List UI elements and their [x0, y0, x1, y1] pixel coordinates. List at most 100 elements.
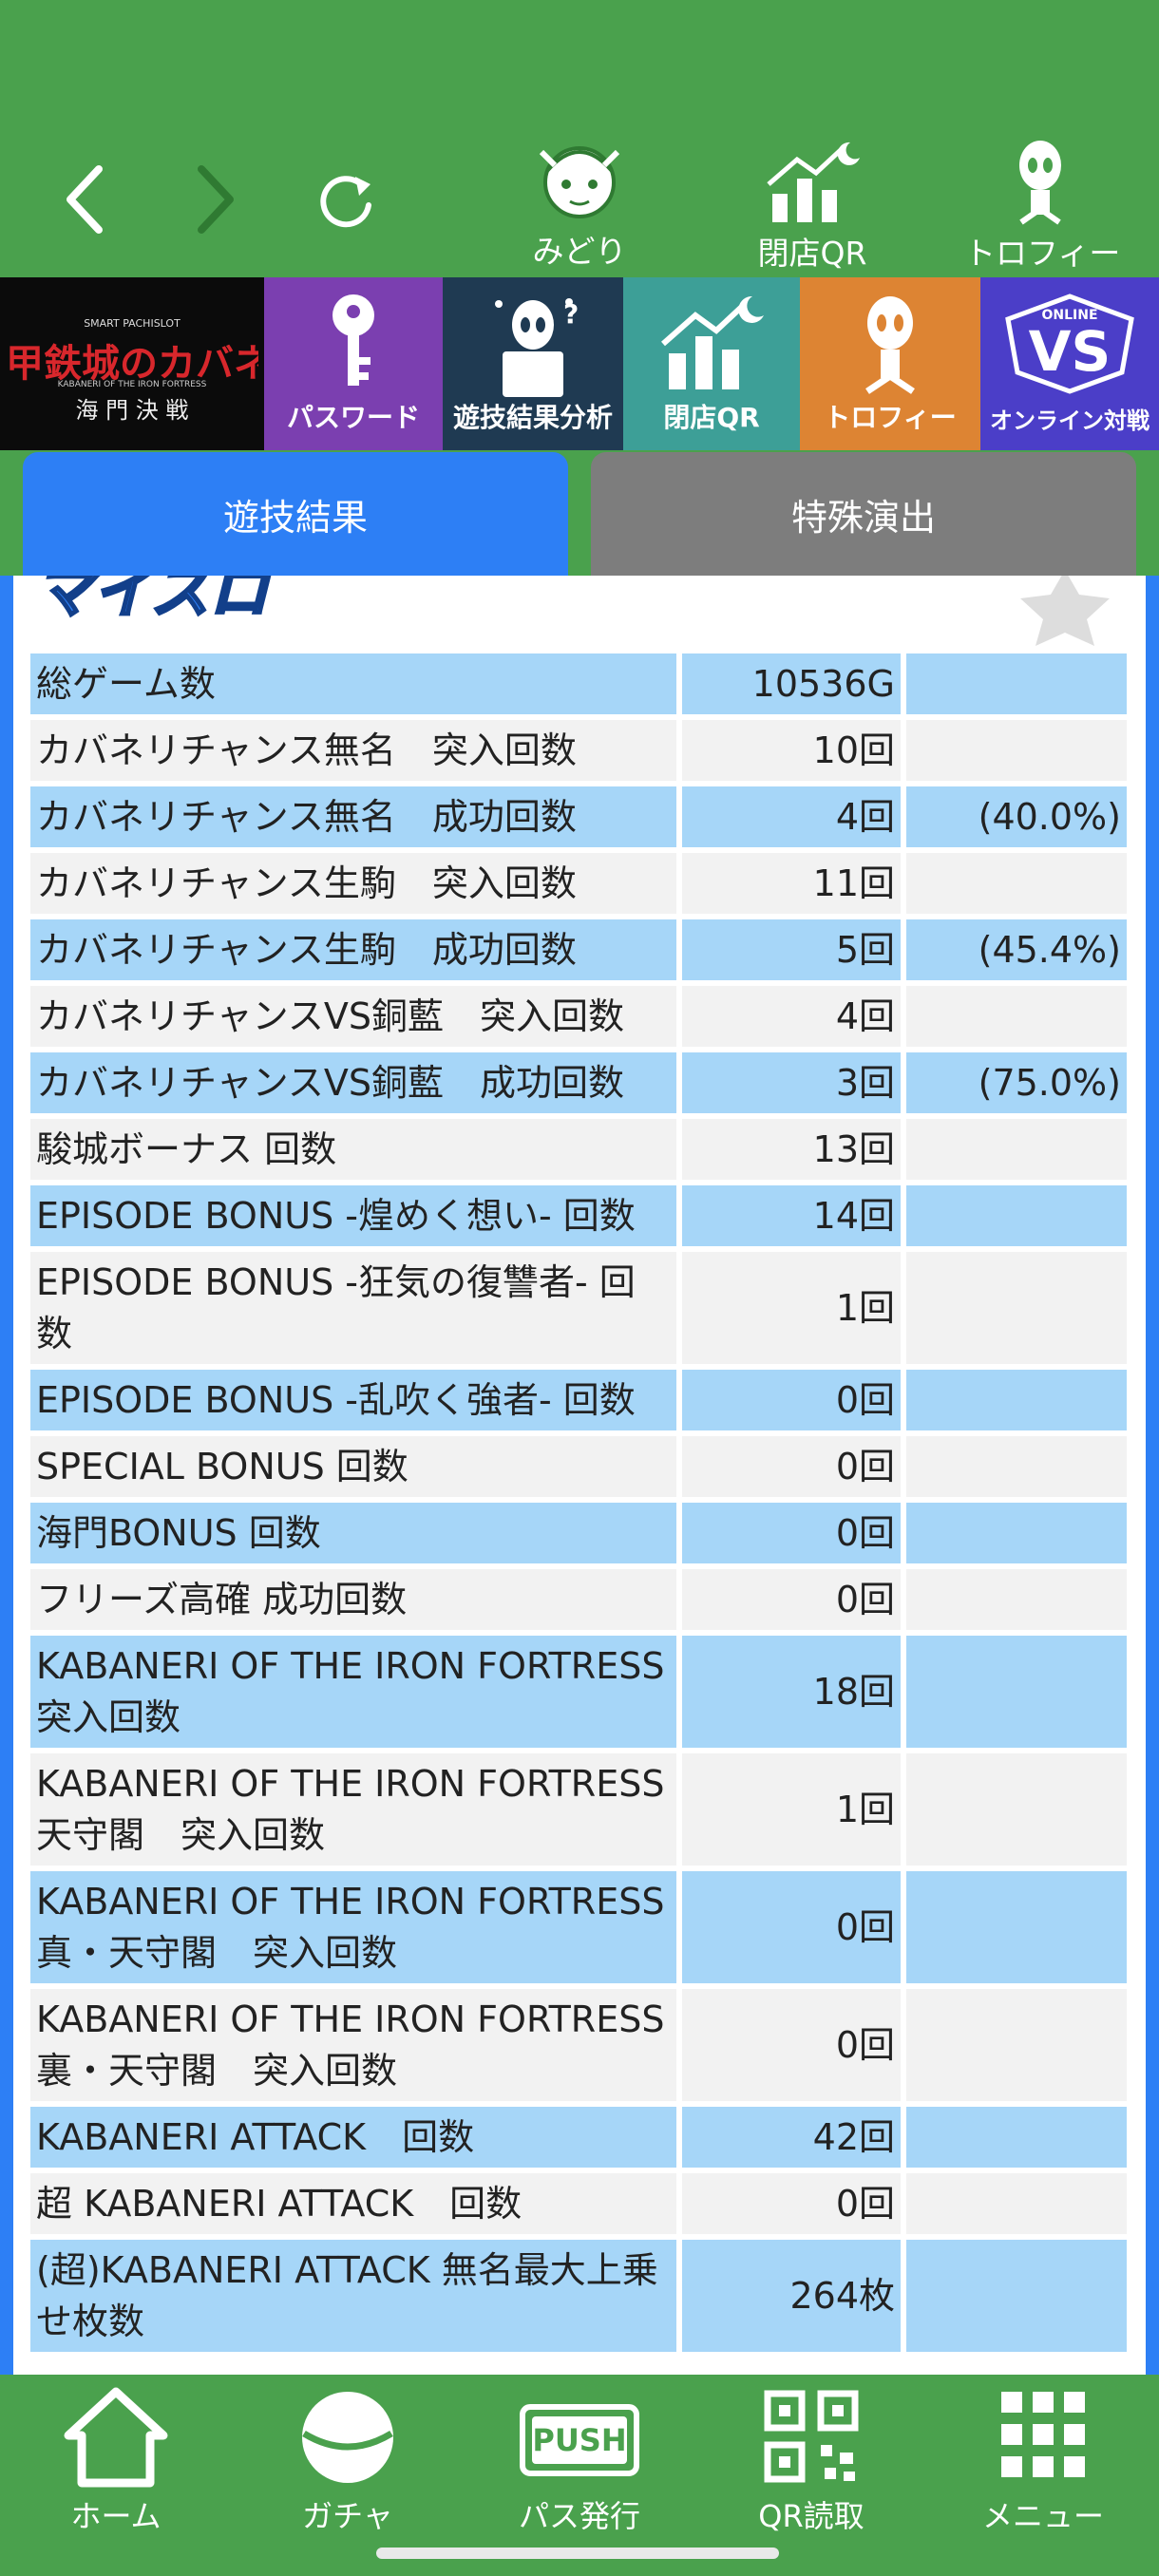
row-value: 10回	[682, 720, 901, 781]
row-value: 0回	[682, 1503, 901, 1563]
back-button[interactable]	[57, 161, 114, 237]
row-value: 3回	[682, 1052, 901, 1113]
forward-button[interactable]	[186, 161, 243, 237]
row-value: 13回	[682, 1119, 901, 1180]
bottom-nav-pass[interactable]: PUSH パス発行	[484, 2384, 674, 2536]
row-value: 1回	[682, 1753, 901, 1866]
online-vs-badge-main: VS	[1029, 319, 1112, 384]
row-label: カバネリチャンス生駒 成功回数	[30, 919, 676, 980]
row-label: KABANERI OF THE IRON FORTRESS 天守閣 突入回数	[30, 1753, 676, 1866]
key-icon	[332, 294, 374, 386]
nav-closing-qr[interactable]: 閉店QR	[736, 137, 888, 274]
row-value: 42回	[682, 2107, 901, 2168]
nav-midori[interactable]: みどり	[504, 133, 656, 272]
game-logo-top: SMART PACHISLOT	[84, 317, 180, 330]
table-row: カバネリチャンス無名 突入回数 10回	[30, 720, 1127, 781]
tab-play-result[interactable]: 遊技結果	[23, 452, 568, 576]
table-row: EPISODE BONUS -狂気の復讐者- 回数 1回	[30, 1252, 1127, 1364]
reload-button[interactable]	[314, 169, 380, 236]
row-label: 総ゲーム数	[30, 653, 676, 714]
table-row: SPECIAL BONUS 回数 0回	[30, 1436, 1127, 1497]
row-rate	[906, 1503, 1127, 1563]
row-label: KABANERI OF THE IRON FORTRESS 裏・天守閣 突入回数	[30, 1989, 676, 2101]
row-value: 0回	[682, 2173, 901, 2234]
bottom-nav-pass-label: パス発行	[518, 2498, 640, 2534]
bottom-nav-gacha[interactable]: ガチャ	[253, 2384, 443, 2536]
online-vs-tile[interactable]: ONLINE VS オンライン対戦	[980, 277, 1159, 450]
row-rate	[906, 1636, 1127, 1748]
row-rate	[906, 2173, 1127, 2234]
bottom-nav-qr[interactable]: QR読取	[716, 2384, 906, 2536]
closing-qr-tile[interactable]: 閉店QR	[623, 277, 800, 450]
row-label: カバネリチャンス無名 成功回数	[30, 786, 676, 847]
row-rate: (45.4%)	[906, 919, 1127, 980]
table-row: KABANERI ATTACK 回数 42回	[30, 2107, 1127, 2168]
row-label: カバネリチャンス無名 突入回数	[30, 720, 676, 781]
row-value: 264枚	[682, 2240, 901, 2352]
row-rate	[906, 1119, 1127, 1180]
online-vs-icon: ONLINE VS	[1005, 294, 1134, 394]
analysis-tile[interactable]: ? 遊技結果分析	[443, 277, 623, 450]
table-row: (超)KABANERI ATTACK 無名最大上乗せ枚数 264枚	[30, 2240, 1127, 2352]
row-rate	[906, 1753, 1127, 1866]
closing-qr-chart-icon	[767, 142, 860, 222]
row-rate	[906, 1252, 1127, 1364]
table-row: カバネリチャンス生駒 成功回数 5回 (45.4%)	[30, 919, 1127, 980]
row-rate	[906, 2240, 1127, 2352]
row-rate	[906, 1989, 1127, 2101]
row-value: 0回	[682, 1989, 901, 2101]
row-rate	[906, 720, 1127, 781]
bottom-nav-menu[interactable]: メニュー	[948, 2384, 1138, 2536]
table-row: KABANERI OF THE IRON FORTRESS 真・天守閣 突入回数…	[30, 1871, 1127, 1983]
trophy-alien-icon	[1019, 141, 1061, 225]
closing-qr-tile-label: 閉店QR	[663, 402, 760, 433]
row-value: 0回	[682, 1569, 901, 1630]
tab-special-effects[interactable]: 特殊演出	[591, 452, 1136, 576]
row-label: (超)KABANERI ATTACK 無名最大上乗せ枚数	[30, 2240, 676, 2352]
nav-closing-qr-label: 閉店QR	[757, 235, 867, 272]
trophy-alien-icon	[865, 296, 915, 394]
row-value: 4回	[682, 986, 901, 1047]
menu-grid-icon	[1001, 2392, 1085, 2477]
result-tabs: 遊技結果 特殊演出	[0, 450, 1159, 576]
push-pass-badge: PUSH	[532, 2422, 626, 2458]
row-rate	[906, 1185, 1127, 1246]
favorite-button[interactable]	[1013, 576, 1117, 650]
table-row: フリーズ高確 成功回数 0回	[30, 1569, 1127, 1630]
row-label: 超 KABANERI ATTACK 回数	[30, 2173, 676, 2234]
password-tile[interactable]: パスワード	[264, 277, 443, 450]
row-label: KABANERI ATTACK 回数	[30, 2107, 676, 2168]
myslo-logo-text: マイスロ	[34, 576, 272, 626]
row-value: 14回	[682, 1185, 901, 1246]
password-tile-label: パスワード	[286, 402, 420, 433]
gacha-icon	[302, 2392, 393, 2483]
row-rate	[906, 1569, 1127, 1630]
row-label: KABANERI OF THE IRON FORTRESS 真・天守閣 突入回数	[30, 1871, 676, 1983]
bottom-nav-qr-label: QR読取	[758, 2498, 864, 2534]
bottom-nav-gacha-label: ガチャ	[302, 2498, 393, 2534]
feature-banner: SMART PACHISLOT 甲鉄城のカバネリ KABANERI OF THE…	[0, 277, 1159, 450]
bottom-nav-home[interactable]: ホーム	[21, 2384, 211, 2536]
row-value: 0回	[682, 1871, 901, 1983]
midori-character-icon	[539, 146, 620, 218]
trophy-tile[interactable]: トロフィー	[800, 277, 980, 450]
game-logo-sub: 海 門 決 戦	[75, 397, 189, 424]
myslo-logo: マイスロ	[21, 576, 306, 633]
table-row: EPISODE BONUS -煌めく想い- 回数 14回	[30, 1185, 1127, 1246]
star-icon	[1020, 576, 1110, 646]
row-value: 10536G	[682, 653, 901, 714]
row-value: 4回	[682, 786, 901, 847]
home-indicator-bar[interactable]	[376, 2548, 779, 2559]
row-rate	[906, 986, 1127, 1047]
row-label: 海門BONUS 回数	[30, 1503, 676, 1563]
bottom-nav: ホーム ガチャ PUSH パス発行 QR読取 メニュー	[0, 2375, 1159, 2576]
table-row: KABANERI OF THE IRON FORTRESS 突入回数 18回	[30, 1636, 1127, 1748]
push-pass-icon: PUSH	[520, 2404, 639, 2476]
nav-trophy[interactable]: トロフィー	[964, 137, 1120, 274]
game-logo-tile[interactable]: SMART PACHISLOT 甲鉄城のカバネリ KABANERI OF THE…	[0, 277, 264, 450]
row-label: フリーズ高確 成功回数	[30, 1569, 676, 1630]
row-value: 0回	[682, 1436, 901, 1497]
row-value: 18回	[682, 1636, 901, 1748]
row-rate: (40.0%)	[906, 786, 1127, 847]
online-vs-tile-label: オンライン対戦	[990, 407, 1150, 434]
